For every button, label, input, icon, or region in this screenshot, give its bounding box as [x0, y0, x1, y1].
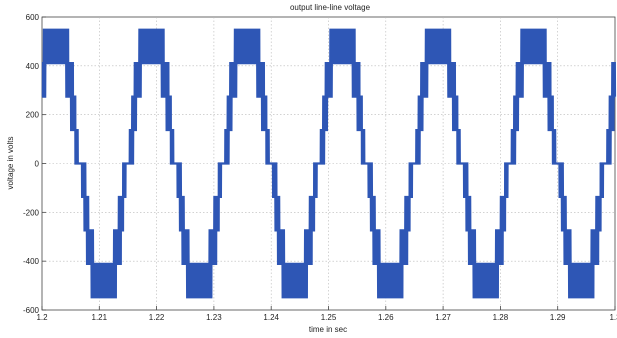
series-layer — [41, 28, 617, 299]
y-tick-label: 200 — [26, 111, 40, 120]
series-line-0 — [41, 28, 617, 299]
x-tick-label: 1.21 — [92, 313, 108, 322]
chart-title: output line-line voltage — [290, 3, 371, 12]
y-tick-label: 0 — [35, 160, 40, 169]
x-tick-label: 1.29 — [550, 313, 566, 322]
x-tick-label: 1.25 — [321, 313, 337, 322]
x-axis-title: time in sec — [309, 325, 347, 334]
axis-ticks: 1.2 1.21 1.22 1.23 1.24 1.25 1.26 1.27 1.28 1.29 1… — [23, 13, 617, 322]
x-tick-label: 1.26 — [378, 313, 394, 322]
x-tick-label: 1.3 — [609, 313, 617, 322]
y-tick-label: 400 — [26, 62, 40, 71]
x-tick-label: 1.27 — [435, 313, 451, 322]
x-tick-label: 1.23 — [206, 313, 222, 322]
y-tick-label: -400 — [23, 257, 40, 266]
x-tick-label: 1.28 — [493, 313, 509, 322]
x-tick-label: 1.24 — [263, 313, 279, 322]
y-tick-label: -200 — [23, 208, 40, 217]
y-tick-label: 600 — [26, 13, 40, 22]
y-axis-title: voltage in volts — [6, 137, 15, 190]
x-tick-label: 1.22 — [149, 313, 165, 322]
y-tick-label: -600 — [23, 306, 40, 315]
x-tick-label: 1.2 — [36, 313, 48, 322]
